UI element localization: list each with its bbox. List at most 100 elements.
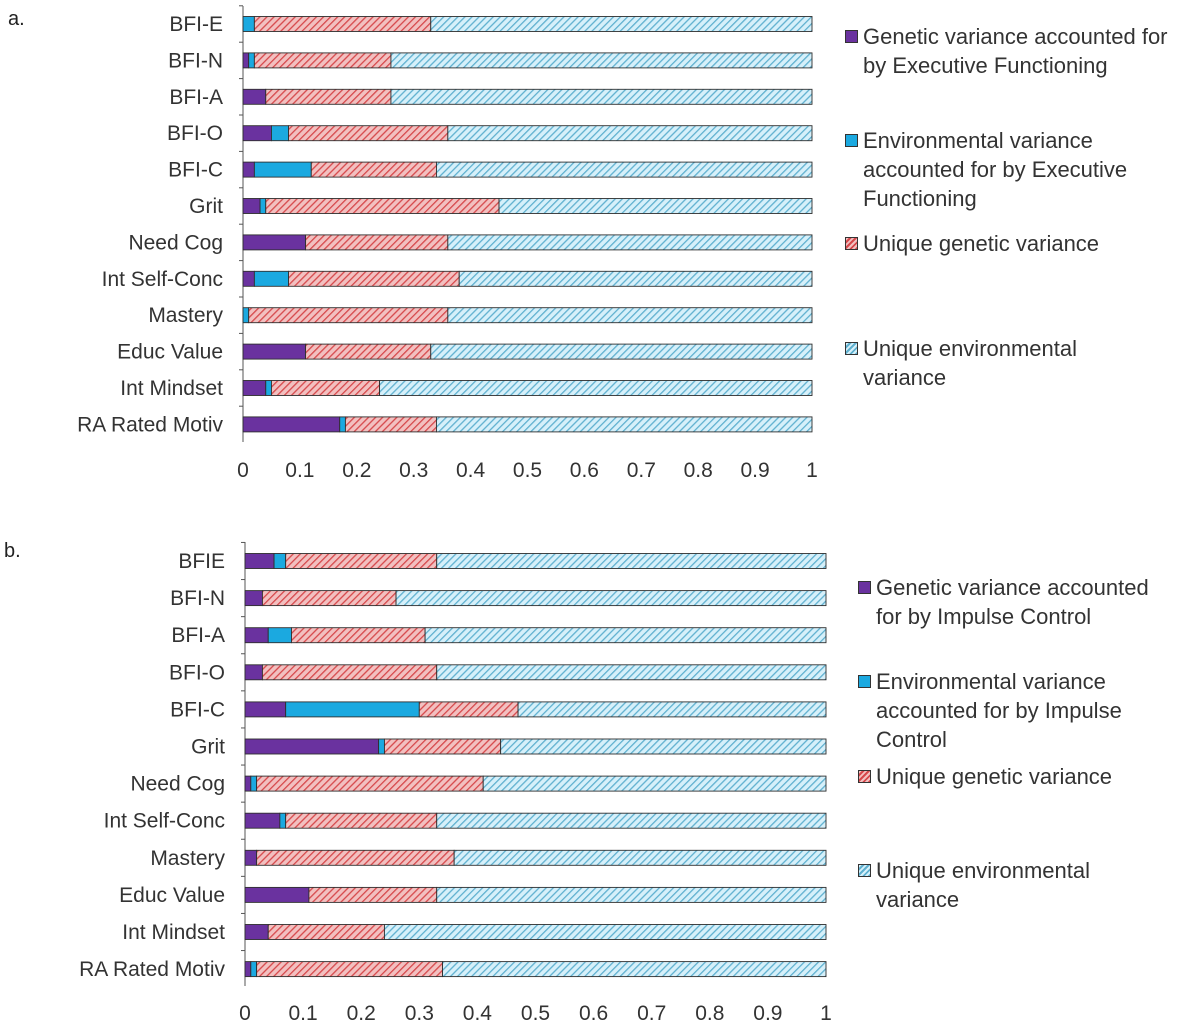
- bar-a-9-unique-environmental: [430, 343, 813, 360]
- legend-b-unique-genetic-label: Unique genetic variance: [876, 764, 1113, 789]
- bar-a-6-unique-environmental: [447, 234, 813, 251]
- legend-environmental-swatch-icon: [858, 675, 871, 688]
- bar-a-9-unique-genetic: [305, 343, 432, 360]
- x-tick-label-a-8: 0.8: [684, 459, 713, 482]
- bar-a-5-unique-environmental: [498, 198, 813, 214]
- x-tick-label-b-1: 0.1: [288, 1002, 317, 1025]
- bar-b-6-unique-environmental: [482, 775, 827, 792]
- category-label-a-10: Int Mindset: [120, 377, 223, 400]
- bar-b-8-unique-environmental: [453, 849, 827, 866]
- bar-b-0-environmental: [273, 553, 287, 569]
- bar-b-4-genetic: [244, 701, 287, 718]
- bar-b-3-genetic: [244, 664, 263, 681]
- bar-b-4-unique-environmental: [517, 701, 827, 718]
- legend-environmental-swatch-icon: [845, 134, 858, 147]
- bar-a-10-environmental: [265, 380, 272, 396]
- bar-b-0-unique-genetic: [285, 553, 438, 569]
- bar-a-11-environmental: [339, 416, 346, 433]
- x-tick-label-a-10: 1: [806, 459, 818, 482]
- legend-unique-genetic-swatch-icon: [858, 770, 871, 783]
- bar-b-5-environmental: [378, 738, 385, 755]
- bar-a-8-unique-genetic: [248, 307, 449, 324]
- bar-a-3-genetic: [242, 125, 272, 142]
- bar-a-6-unique-genetic: [305, 234, 449, 251]
- x-tick-label-b-5: 0.5: [521, 1002, 550, 1025]
- category-label-a-11: RA Rated Motiv: [77, 413, 223, 436]
- x-tick-label-a-3: 0.3: [399, 459, 428, 482]
- bar-b-2-genetic: [244, 627, 269, 644]
- x-tick-label-a-9: 0.9: [740, 459, 769, 482]
- legend-a-genetic: Genetic variance accounted for by Execut…: [845, 22, 1175, 80]
- bar-b-5-genetic: [244, 738, 380, 755]
- bar-b-1-unique-environmental: [395, 590, 827, 607]
- bar-b-9-unique-environmental: [436, 886, 827, 903]
- bar-b-11-unique-environmental: [442, 961, 827, 978]
- bar-b-0-unique-environmental: [436, 553, 827, 569]
- legend-b-unique-environmental: Unique environmental variance: [858, 856, 1138, 914]
- category-label-a-8: Mastery: [148, 304, 223, 327]
- bar-b-7-unique-environmental: [436, 812, 827, 829]
- category-label-b-3: BFI-O: [169, 661, 225, 684]
- bar-a-3-unique-environmental: [447, 125, 813, 142]
- bar-a-11-unique-genetic: [344, 416, 437, 433]
- bar-b-6-environmental: [250, 775, 258, 792]
- category-label-b-1: BFI-N: [170, 587, 225, 610]
- bar-a-0-environmental: [242, 16, 255, 32]
- bar-a-5-unique-genetic: [265, 198, 500, 214]
- x-tick-label-a-5: 0.5: [513, 459, 542, 482]
- bar-a-7-genetic: [242, 270, 255, 287]
- category-label-a-1: BFI-N: [168, 49, 223, 72]
- bar-b-5-unique-environmental: [500, 738, 827, 755]
- bar-a-7-environmental: [253, 270, 289, 287]
- category-label-b-0: BFIE: [178, 550, 225, 573]
- bar-a-10-genetic: [242, 380, 267, 396]
- category-label-a-7: Int Self-Conc: [102, 268, 223, 291]
- legend-genetic-swatch-icon: [845, 30, 858, 43]
- bar-b-2-unique-environmental: [424, 627, 827, 644]
- category-label-a-6: Need Cog: [128, 231, 223, 254]
- bar-a-2-unique-genetic: [265, 88, 392, 105]
- bar-a-5-genetic: [242, 198, 261, 214]
- bar-b-7-genetic: [244, 812, 281, 829]
- bar-b-9-genetic: [244, 886, 310, 903]
- bar-b-2-unique-genetic: [291, 627, 426, 644]
- category-label-b-2: BFI-A: [171, 624, 225, 647]
- x-tick-label-b-3: 0.3: [405, 1002, 434, 1025]
- bar-a-2-genetic: [242, 88, 267, 105]
- bar-b-1-unique-genetic: [261, 590, 397, 607]
- x-tick-label-b-0: 0: [239, 1002, 251, 1025]
- bar-a-1-unique-genetic: [253, 52, 392, 69]
- chart-a: BFI-E BFI-N BFI-A BFI-O BFI-C Grit Need Cog Int…: [77, 5, 818, 482]
- bar-a-6-genetic: [242, 234, 307, 251]
- legend-unique-genetic-swatch-icon: [845, 237, 858, 250]
- panel-b-label: b.: [4, 540, 21, 562]
- x-tick-label-b-8: 0.8: [695, 1002, 724, 1025]
- x-tick-label-b-7: 0.7: [637, 1002, 666, 1025]
- bar-b-10-genetic: [244, 924, 269, 940]
- category-label-b-9: Educ Value: [119, 884, 225, 907]
- bar-a-10-unique-environmental: [379, 380, 813, 396]
- category-label-a-4: BFI-C: [168, 159, 223, 182]
- bar-b-8-unique-genetic: [256, 849, 455, 866]
- x-tick-label-b-10: 1: [820, 1002, 832, 1025]
- bar-a-9-genetic: [242, 343, 307, 360]
- bar-a-4-environmental: [253, 161, 312, 178]
- legend-genetic-swatch-icon: [858, 581, 871, 594]
- legend-a-unique-genetic: Unique genetic variance: [845, 229, 1175, 258]
- x-tick-label-a-6: 0.6: [570, 459, 599, 482]
- bar-b-11-genetic: [244, 961, 252, 978]
- bar-b-11-unique-genetic: [256, 961, 443, 978]
- bar-a-0-unique-genetic: [253, 16, 432, 32]
- bar-a-3-unique-genetic: [288, 125, 449, 142]
- bar-b-7-environmental: [279, 812, 287, 829]
- legend-b-environmental-label: Environmental variance accounted for by …: [876, 669, 1122, 752]
- legend-a-environmental-label: Environmental variance accounted for by …: [863, 128, 1128, 211]
- legend-a-environmental: Environmental variance accounted for by …: [845, 126, 1175, 213]
- category-label-b-6: Need Cog: [130, 773, 225, 796]
- x-tick-label-b-4: 0.4: [463, 1002, 493, 1025]
- legend-a-unique-environmental: Unique environmental variance: [845, 334, 1125, 392]
- legend-b-genetic-label: Genetic variance accounted for by Impuls…: [876, 575, 1149, 629]
- legend-a-unique-environmental-label: Unique environmental variance: [863, 336, 1078, 390]
- category-label-a-3: BFI-O: [167, 122, 223, 145]
- x-tick-label-b-2: 0.2: [347, 1002, 376, 1025]
